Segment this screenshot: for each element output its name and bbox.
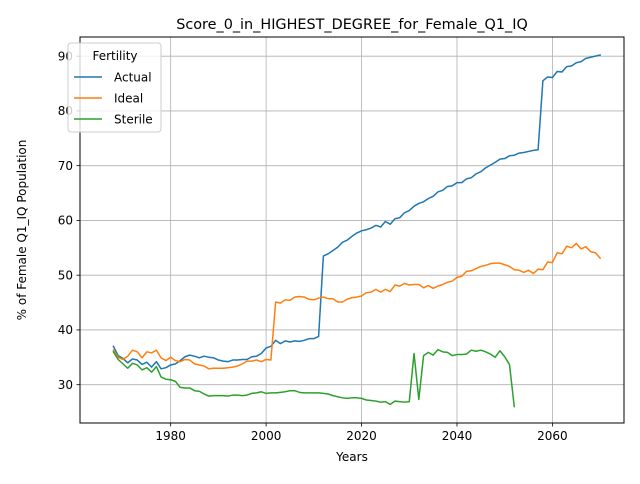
x-tick-label: 2060 [537,429,568,443]
y-tick-label: 40 [58,323,73,337]
legend-label-sterile: Sterile [114,112,153,126]
x-tick-label: 2000 [251,429,282,443]
legend: Fertility Actual Ideal Sterile [68,43,161,132]
x-tick-label: 2040 [442,429,473,443]
legend-title: Fertility [92,49,137,63]
y-tick-label: 60 [58,214,73,228]
chart-title: Score_0_in_HIGHEST_DEGREE_for_Female_Q1_… [176,17,528,33]
x-axis-label: Years [335,450,368,464]
y-tick-label: 70 [58,159,73,173]
x-tick-label: 2020 [346,429,377,443]
legend-label-actual: Actual [114,70,152,84]
y-axis-label: % of Female Q1_IQ Population [15,140,29,321]
y-tick-label: 50 [58,268,73,282]
legend-label-ideal: Ideal [114,91,143,105]
y-tick-label: 30 [58,378,73,392]
x-tick-label: 1980 [155,429,186,443]
